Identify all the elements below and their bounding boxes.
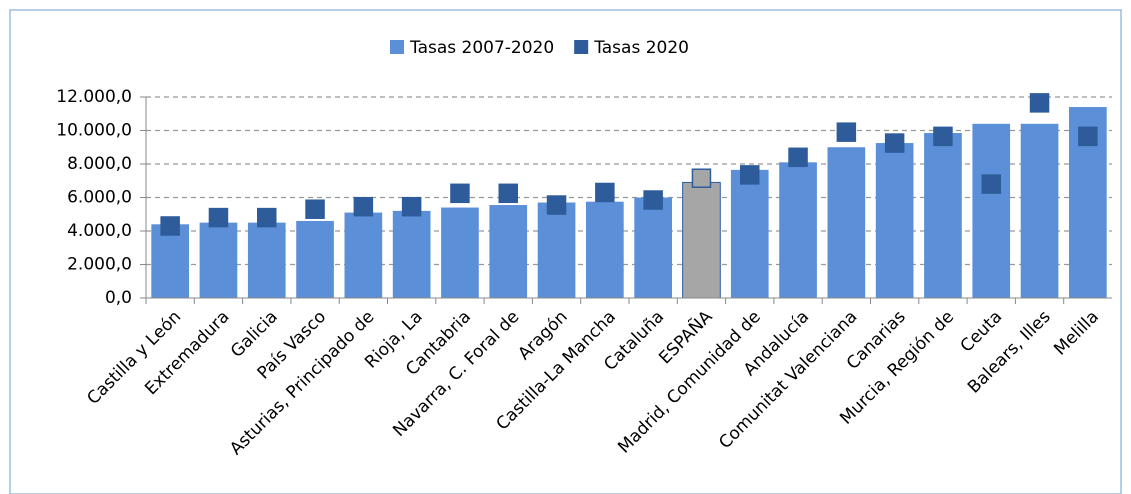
bar	[730, 169, 769, 298]
bar	[634, 197, 672, 298]
bar	[972, 123, 1011, 298]
marker	[498, 183, 518, 204]
bar	[392, 210, 431, 298]
marker	[788, 147, 808, 168]
bar	[296, 220, 334, 298]
y-tick-label: 12.000,0	[56, 87, 132, 107]
bar	[537, 202, 576, 298]
bar	[151, 224, 189, 298]
y-tick-label: 0,0	[105, 288, 132, 308]
marker	[546, 195, 567, 215]
marker	[691, 168, 712, 188]
marker	[208, 207, 229, 228]
legend-label: Tasas 2007-2020	[409, 38, 554, 58]
bar	[199, 222, 238, 298]
bar	[247, 222, 286, 298]
bar	[924, 133, 962, 298]
marker	[884, 133, 905, 153]
marker	[981, 174, 1001, 194]
bar	[489, 205, 528, 298]
legend-swatch	[574, 40, 589, 54]
bar	[875, 143, 914, 298]
y-tick-label: 10.000,0	[56, 121, 132, 141]
legend-label: Tasas 2020	[593, 38, 689, 58]
bar	[586, 201, 624, 298]
marker	[353, 196, 374, 217]
y-tick-label: 4.000,0	[67, 221, 132, 241]
bar	[827, 147, 866, 298]
bar	[344, 212, 383, 298]
marker	[595, 182, 615, 203]
bar	[441, 207, 479, 298]
marker	[160, 216, 180, 236]
bar	[779, 162, 817, 298]
marker	[836, 122, 857, 142]
bar	[682, 181, 721, 299]
y-tick-label: 2.000,0	[67, 255, 132, 275]
marker	[740, 165, 760, 185]
marker	[933, 126, 953, 147]
y-tick-label: 6.000,0	[67, 188, 132, 208]
marker	[1078, 126, 1098, 147]
marker	[257, 207, 277, 228]
marker	[450, 183, 470, 204]
bar	[1020, 123, 1059, 298]
y-tick-label: 8.000,0	[67, 154, 132, 174]
marker	[1029, 93, 1050, 113]
marker	[401, 196, 422, 217]
marker	[643, 190, 663, 210]
legend-swatch	[390, 40, 404, 54]
marker	[305, 199, 325, 219]
